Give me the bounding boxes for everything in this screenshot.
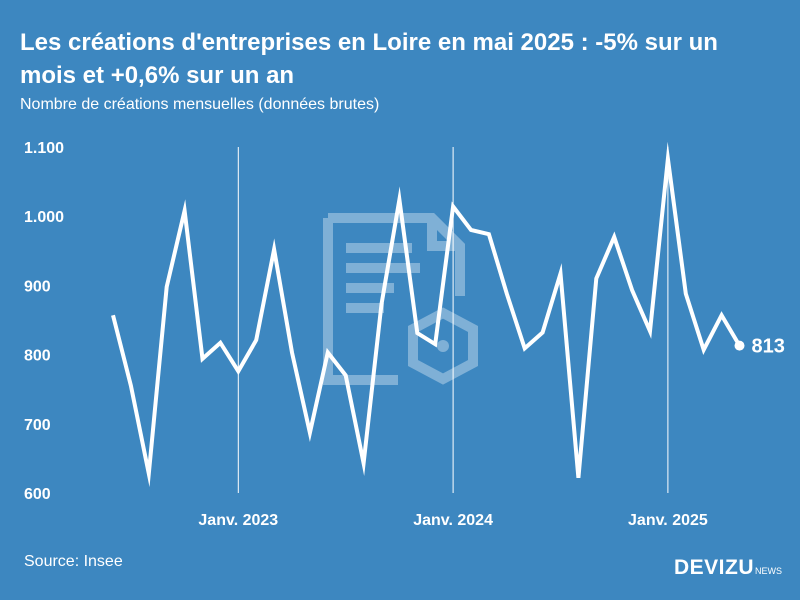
- brand-logo: DEVIZUNEWS: [674, 556, 782, 583]
- brand-sub: NEWS: [755, 566, 782, 576]
- x-axis: Janv. 2023 Janv. 2024 Janv. 2025: [198, 512, 707, 529]
- watermark-hexagon-icon: [408, 307, 478, 385]
- x-tick-label: Janv. 2025: [628, 512, 708, 529]
- chart-subtitle: Nombre de créations mensuelles (données …: [20, 96, 380, 113]
- source-note: Source: Insee: [24, 553, 123, 570]
- chart-title: Les créations d'entreprises en Loire en …: [20, 29, 718, 89]
- y-axis: 1.100 1.000 900 800 700 600: [24, 140, 64, 503]
- series-line-creations: [111, 141, 742, 488]
- watermark-document-icon: [328, 213, 465, 296]
- y-tick-label: 600: [24, 486, 51, 503]
- y-tick-label: 1.000: [24, 209, 64, 226]
- y-tick-label: 700: [24, 417, 51, 434]
- watermark-document-edge-icon: [323, 218, 398, 385]
- vertical-gridlines: [237, 147, 669, 493]
- watermark-document-fold-icon: [427, 218, 460, 251]
- end-point-marker: [734, 340, 745, 351]
- end-value-label: 813: [752, 336, 785, 358]
- watermark-hexagon-dot-icon: [437, 340, 449, 352]
- x-tick-label: Janv. 2023: [198, 512, 278, 529]
- y-tick-label: 900: [24, 278, 51, 295]
- watermark-logo-icon: [323, 213, 478, 385]
- x-tick-label: Janv. 2024: [413, 512, 493, 529]
- y-tick-label: 1.100: [24, 140, 64, 157]
- brand-name: DEVIZU: [673, 556, 754, 579]
- y-tick-label: 800: [24, 348, 51, 365]
